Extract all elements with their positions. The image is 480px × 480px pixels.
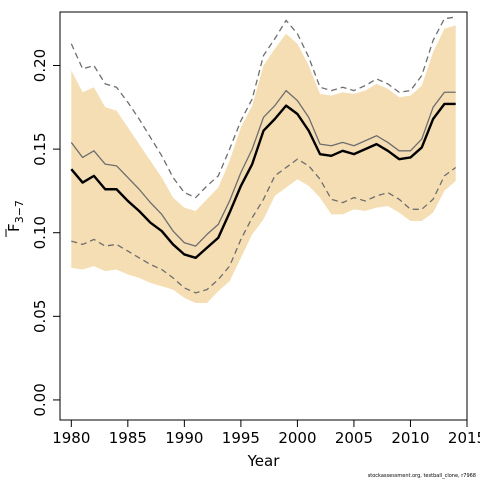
credit-footer: stockassessment.org, testball_clone, r79… [368, 473, 476, 479]
y-tick-label: 0.10 [31, 216, 49, 249]
y-axis-title: F3−7 [5, 200, 26, 232]
x-tick-label: 1990 [165, 429, 203, 447]
y-axis-title-subscript: 3−7 [13, 200, 26, 223]
x-axis: 1980 1985 1990 1995 2000 2005 2010 2015 [52, 420, 480, 447]
x-tick-label: 2000 [278, 429, 316, 447]
x-tick-label: 1980 [52, 429, 90, 447]
x-tick-label: 2010 [391, 429, 429, 447]
plot-frame [59, 11, 468, 421]
series-line-estimate-alt [70, 89, 456, 247]
y-tick-label: 0.05 [31, 300, 49, 333]
series-line-estimate [70, 102, 456, 259]
y-tick-label: 0.20 [31, 49, 49, 82]
y-axis: 0.00 0.05 0.10 0.15 0.20 [31, 49, 60, 417]
x-tick-label: 1985 [109, 429, 147, 447]
y-axis-title-base: F [5, 223, 23, 232]
y-tick-label: 0.15 [31, 132, 49, 165]
series-lines [70, 16, 457, 294]
series-line-lower-bound [71, 158, 457, 294]
y-tick-label: 0.00 [31, 383, 49, 416]
x-tick-label: 1995 [222, 429, 260, 447]
x-axis-title: Year [247, 452, 281, 470]
confidence-band [71, 25, 456, 303]
x-tick-label: 2015 [448, 429, 480, 447]
confidence-band-area [71, 25, 456, 303]
series-line-upper-bound [70, 16, 456, 199]
x-tick-label: 2005 [335, 429, 373, 447]
